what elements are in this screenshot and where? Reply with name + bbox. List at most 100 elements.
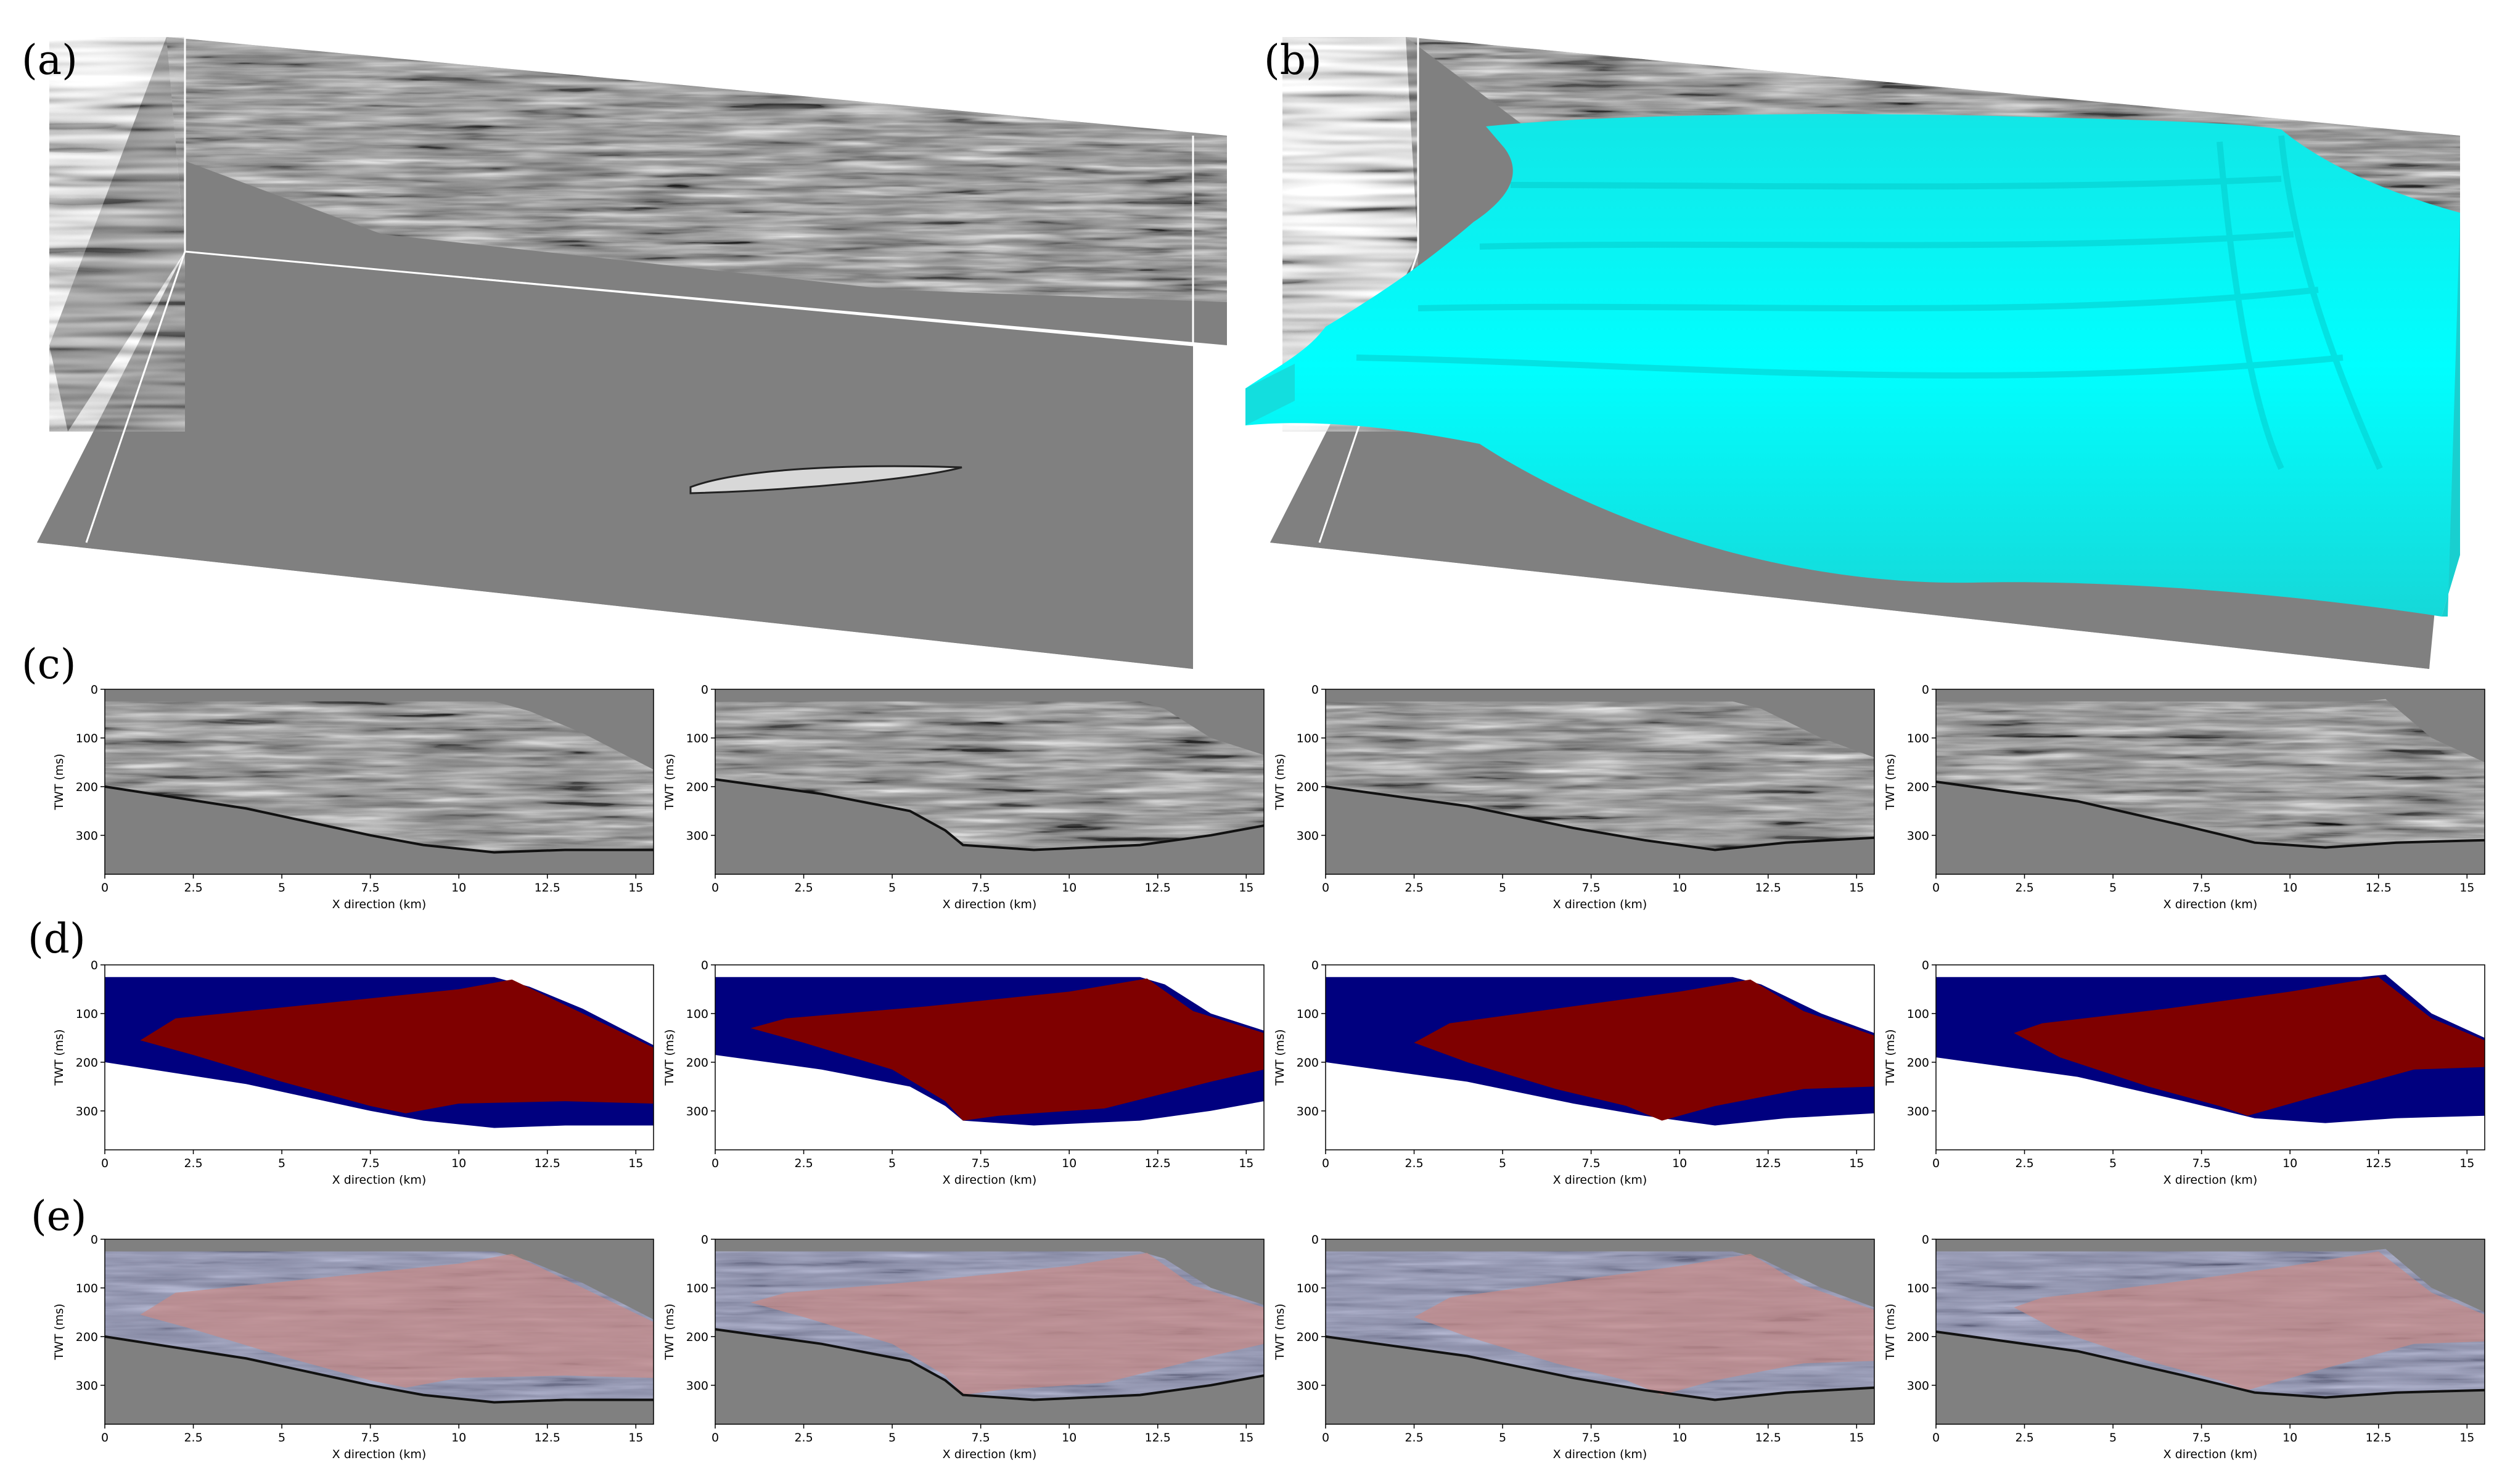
x-tick-label: 12.5 <box>535 881 560 895</box>
x-tick-label: 2.5 <box>2015 1431 2033 1445</box>
plot-area <box>1936 965 2485 1150</box>
mask-red-region <box>1414 979 1874 1121</box>
panel-a-horizon-slice <box>689 465 962 494</box>
x-tick-label: 2.5 <box>794 881 813 895</box>
x-tick-label: 7.5 <box>2192 1431 2211 1445</box>
y-tick-label: 300 <box>1297 1105 1319 1118</box>
y-tick-label: 0 <box>701 683 708 697</box>
x-tick-label: 5 <box>2109 881 2117 895</box>
panel-label-a: (a) <box>22 36 78 84</box>
y-tick-label: 100 <box>76 732 98 745</box>
y-tick-label: 300 <box>76 1379 98 1393</box>
y-axis-label: TWT (ms) <box>52 1029 66 1086</box>
x-tick-label: 15 <box>1849 1157 1864 1170</box>
x-tick-label: 15 <box>1239 1157 1253 1170</box>
subplot-d-4: 0 2.5 5 7.5 10 12.5 15 0 100 200 300 X direction (k… <box>1884 959 2485 1187</box>
axes-frame <box>1325 1239 1875 1425</box>
y-tick-label: 200 <box>1907 1330 1929 1344</box>
x-tick-label: 15 <box>628 1157 643 1170</box>
y-axis-label: TWT (ms) <box>1884 1303 1897 1360</box>
x-axis-label: X direction (km) <box>943 1448 1037 1461</box>
x-tick-label: 0 <box>1322 881 1329 895</box>
y-tick-label: 0 <box>1311 1233 1319 1247</box>
x-tick-label: 10 <box>1062 1431 1077 1445</box>
y-tick-label: 300 <box>76 829 98 843</box>
y-tick-label: 0 <box>1922 683 1929 697</box>
mask-red-region <box>140 979 654 1113</box>
x-tick-label: 10 <box>1672 881 1687 895</box>
y-tick-label: 100 <box>76 1282 98 1295</box>
basal-reflector <box>105 785 654 854</box>
y-tick-label: 200 <box>76 1056 98 1070</box>
x-tick-label: 7.5 <box>361 1431 380 1445</box>
y-tick-label: 200 <box>1297 1056 1319 1070</box>
axes-frame <box>1935 1239 2485 1425</box>
y-tick-label: 300 <box>1907 829 1929 843</box>
axes-frame <box>1325 964 1875 1150</box>
x-axis-label: X direction (km) <box>1553 1173 1647 1187</box>
y-axis-label: TWT (ms) <box>1273 753 1287 810</box>
plot-area <box>1936 1239 2485 1424</box>
x-tick-label: 12.5 <box>1755 881 1781 895</box>
x-axis-label: X direction (km) <box>332 1448 427 1461</box>
y-axis-label: TWT (ms) <box>663 1029 676 1086</box>
x-tick-label: 10 <box>2282 1157 2297 1170</box>
panel-a-3d-cube: (a) <box>22 25 1227 669</box>
y-tick-label: 0 <box>701 1233 708 1247</box>
plot-area <box>1326 965 1874 1150</box>
x-tick-label: 5 <box>1499 1431 1506 1445</box>
x-tick-label: 5 <box>2109 1157 2117 1170</box>
x-tick-label: 10 <box>451 881 466 895</box>
y-tick-label: 200 <box>1907 781 1929 794</box>
basal-reflector <box>1326 1335 1874 1401</box>
basal-reflector <box>1936 781 2485 849</box>
plot-area <box>105 689 654 874</box>
y-tick-label: 200 <box>76 781 98 794</box>
y-tick-label: 200 <box>686 781 708 794</box>
y-tick-label: 200 <box>1907 1056 1929 1070</box>
y-tick-label: 100 <box>1297 732 1319 745</box>
overlay-red <box>140 1253 654 1388</box>
y-axis-label: TWT (ms) <box>663 753 676 810</box>
x-tick-label: 0 <box>101 1157 109 1170</box>
overlay-red <box>750 1253 1264 1395</box>
y-tick-label: 0 <box>1311 959 1319 972</box>
x-tick-label: 10 <box>1062 881 1077 895</box>
x-tick-label: 15 <box>1849 1431 1864 1445</box>
x-tick-label: 15 <box>1239 1431 1253 1445</box>
x-tick-label: 7.5 <box>1582 1157 1601 1170</box>
panel-label-c: (c) <box>22 641 76 688</box>
x-tick-label: 7.5 <box>361 1157 380 1170</box>
x-tick-label: 7.5 <box>1582 881 1601 895</box>
x-tick-label: 12.5 <box>535 1431 560 1445</box>
y-tick-label: 300 <box>1297 1379 1319 1393</box>
x-tick-label: 2.5 <box>184 1157 202 1170</box>
x-tick-label: 15 <box>2459 1431 2474 1445</box>
x-tick-label: 7.5 <box>972 881 990 895</box>
plot-area <box>1936 689 2485 874</box>
subplot-e-3: 0 2.5 5 7.5 10 12.5 15 0 100 200 300 X direction (k… <box>1273 1233 1875 1461</box>
y-axis-label: TWT (ms) <box>52 1303 66 1360</box>
x-axis-label: X direction (km) <box>2163 898 2258 911</box>
x-tick-label: 7.5 <box>361 881 380 895</box>
x-tick-label: 0 <box>101 1431 109 1445</box>
x-tick-label: 2.5 <box>184 881 202 895</box>
x-tick-label: 5 <box>278 1157 285 1170</box>
x-tick-label: 10 <box>2282 881 2297 895</box>
x-tick-label: 2.5 <box>794 1157 813 1170</box>
x-tick-label: 0 <box>1932 881 1940 895</box>
y-tick-label: 100 <box>1907 732 1929 745</box>
x-tick-label: 15 <box>1239 881 1253 895</box>
axes-frame <box>1935 689 2485 875</box>
y-tick-label: 0 <box>1922 1233 1929 1247</box>
y-tick-label: 0 <box>701 959 708 972</box>
x-tick-label: 12.5 <box>535 1157 560 1170</box>
plot-area <box>715 1239 1264 1424</box>
x-tick-label: 0 <box>1932 1157 1940 1170</box>
axes-frame <box>104 964 654 1150</box>
x-tick-label: 0 <box>1932 1431 1940 1445</box>
y-tick-label: 300 <box>1907 1105 1929 1118</box>
y-tick-label: 200 <box>76 1330 98 1344</box>
y-tick-label: 300 <box>686 829 708 843</box>
subplot-e-1: 0 2.5 5 7.5 10 12.5 15 0 100 200 300 X direction (k… <box>52 1233 654 1461</box>
